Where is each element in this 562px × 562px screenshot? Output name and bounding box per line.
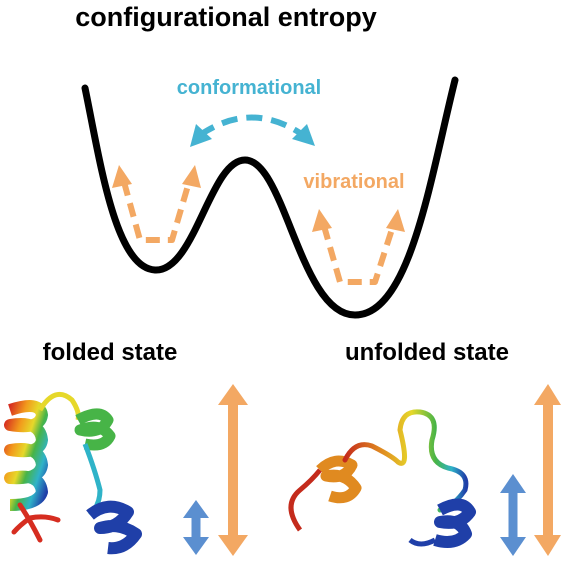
vibrational-arrow-left (112, 165, 201, 243)
energy-landscape-curve (81, 76, 459, 319)
vibrational-arrow-right (312, 209, 405, 285)
unfolded-state-label: unfolded state (345, 339, 509, 366)
unfolded-protein-icon (288, 409, 476, 548)
folded-protein-icon (4, 391, 142, 555)
unfolded-large-range-arrow (534, 384, 561, 556)
folded-large-range-arrow (218, 384, 248, 556)
conformational-arrow (190, 114, 315, 147)
diagram-title: configurational entropy (75, 2, 377, 32)
folded-state-label: folded state (43, 339, 178, 366)
unfolded-small-range-arrow (500, 474, 526, 556)
folded-small-range-arrow (183, 500, 209, 555)
vibrational-label: vibrational (303, 171, 404, 193)
conformational-label: conformational (177, 77, 321, 99)
